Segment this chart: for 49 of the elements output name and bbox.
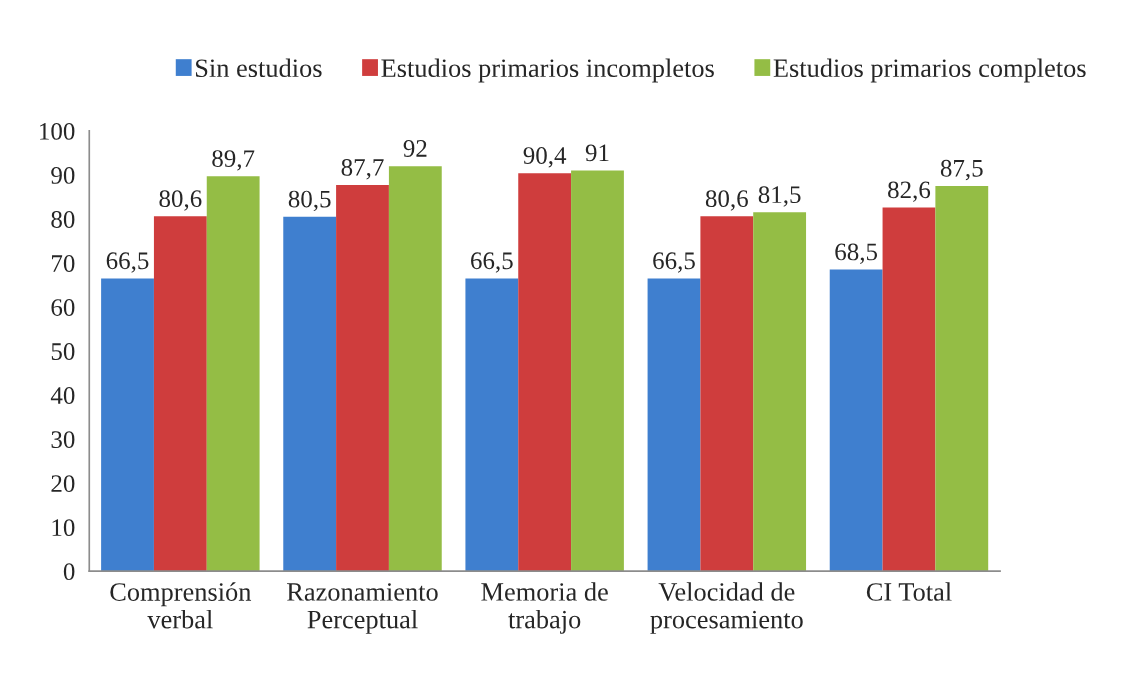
legend-label: Estudios primarios incompletos [381, 58, 714, 83]
bar [336, 185, 389, 572]
bar [518, 173, 572, 572]
data-label: 81,5 [758, 186, 801, 207]
bar [753, 212, 807, 572]
data-label: 80,5 [288, 190, 331, 212]
y-tick-label: 70 [52, 255, 75, 272]
data-label: 80,6 [705, 190, 748, 211]
data-label: 90,4 [523, 147, 567, 168]
bar [829, 269, 883, 572]
y-tick-label: 60 [51, 299, 75, 316]
data-label: 87,7 [341, 158, 384, 180]
bar [935, 185, 989, 572]
bar [882, 207, 936, 572]
legend-label: Sin estudios [196, 58, 322, 78]
x-tick-label: Velocidad de procesamiento [650, 582, 803, 634]
bar [700, 216, 754, 572]
y-tick-label: 10 [52, 519, 75, 537]
bar [647, 278, 701, 572]
y-tick-label: 50 [51, 343, 75, 360]
y-tick-label: 40 [50, 387, 75, 404]
x-tick-label: Comprensión verbal [110, 582, 252, 629]
bar [101, 278, 154, 572]
bar [283, 216, 337, 572]
x-tick-label: CI Total [866, 582, 952, 601]
y-tick-label: 100 [40, 122, 75, 140]
y-tick-label: 20 [51, 475, 75, 493]
data-label: 66,5 [106, 252, 149, 273]
data-label: 82,6 [888, 181, 931, 202]
y-tick-label: 30 [51, 431, 75, 449]
data-label: 68,5 [835, 243, 878, 264]
y-tick-label: 0 [63, 563, 75, 581]
data-label: 92 [403, 140, 427, 157]
data-label: 66,5 [471, 252, 513, 273]
bar [153, 216, 207, 572]
data-label: 80,6 [159, 190, 202, 211]
bar [206, 176, 260, 572]
bar [571, 170, 624, 572]
bar [465, 278, 519, 572]
data-label: 87,5 [940, 159, 983, 181]
bar [388, 166, 442, 572]
y-tick-label: 80 [51, 211, 75, 228]
x-tick-label: Memoria de trabajo [481, 582, 608, 634]
legend-label: Estudios primarios completos [773, 58, 1086, 83]
y-tick-label: 90 [51, 166, 75, 184]
x-tick-label: Razonamiento Perceptual [287, 583, 438, 634]
data-label: 66,5 [653, 252, 695, 273]
data-label: 91 [585, 144, 609, 162]
data-label: 89,7 [212, 150, 255, 171]
